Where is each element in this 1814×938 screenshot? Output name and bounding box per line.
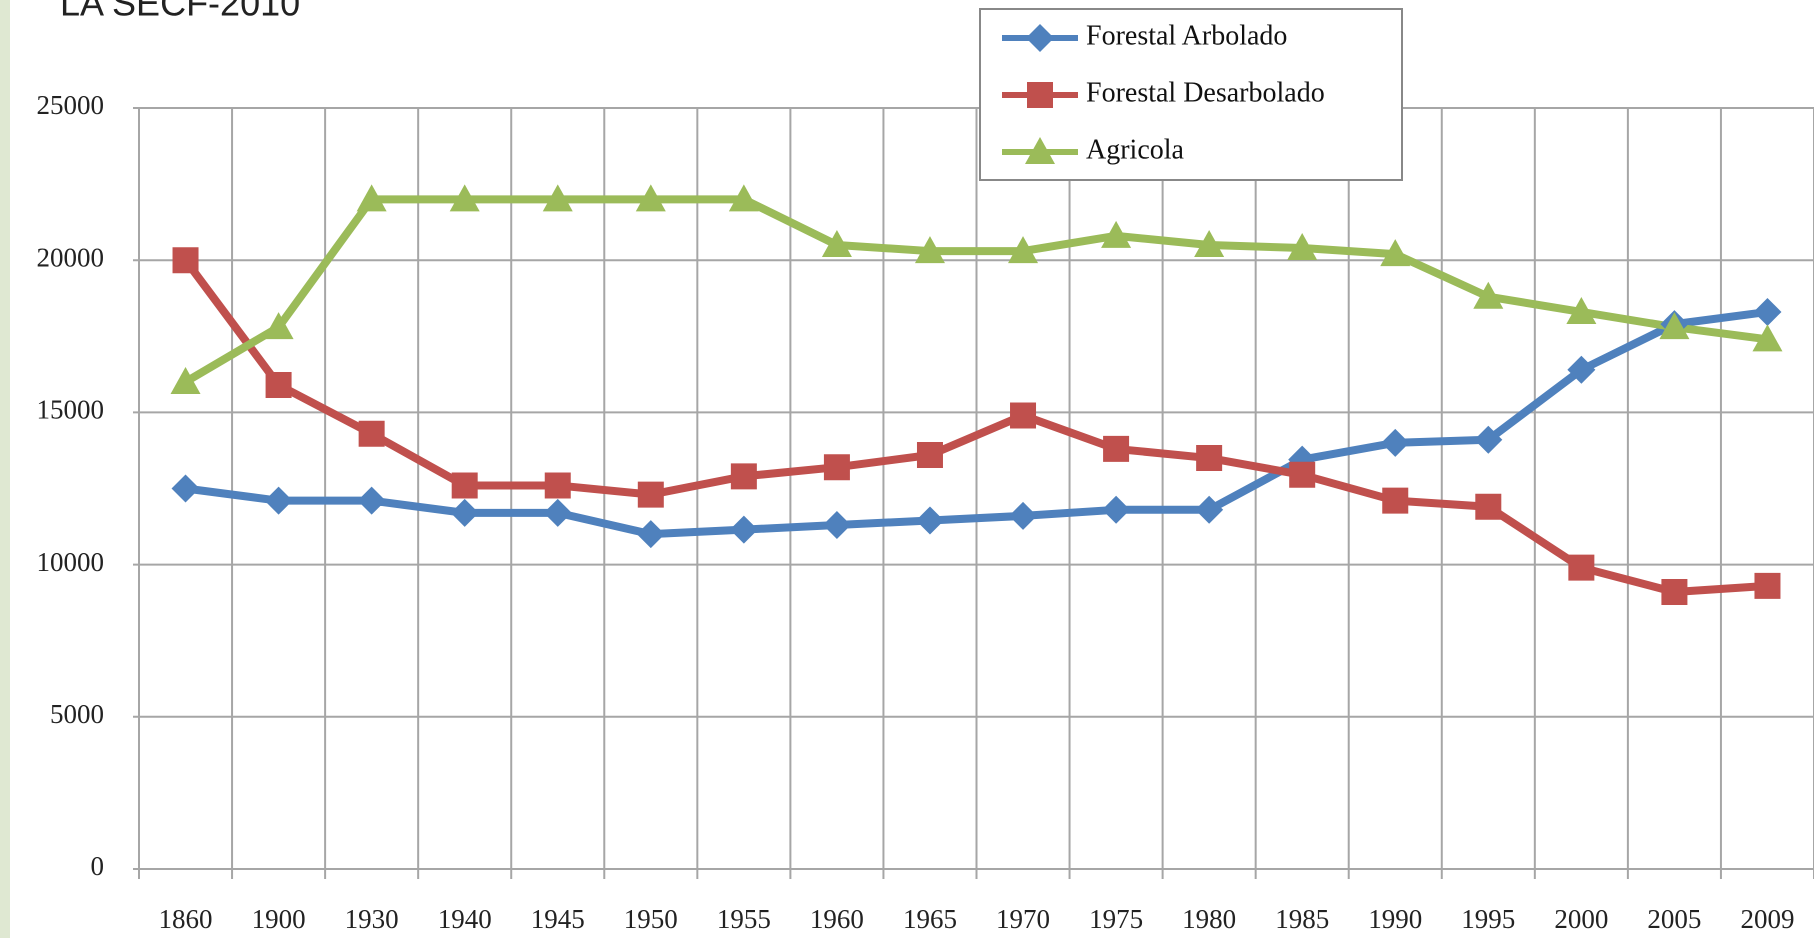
- data-point: [1194, 229, 1225, 257]
- data-point: [635, 184, 666, 212]
- data-point: [451, 472, 478, 499]
- series-line: [183, 195, 1768, 386]
- data-point: [729, 515, 758, 544]
- data-point: [728, 184, 759, 212]
- side-texture: [0, 0, 10, 938]
- data-point: [542, 184, 573, 212]
- data-point: [263, 312, 294, 340]
- y-tick-label: 20000: [37, 242, 105, 272]
- legend-label: Agricola: [1086, 134, 1185, 165]
- series-line: [182, 257, 1768, 596]
- data-point: [1195, 495, 1224, 524]
- y-tick-label: 10000: [37, 547, 105, 577]
- data-point: [357, 486, 386, 515]
- x-tick-label: 1940: [438, 904, 492, 934]
- data-point: [171, 474, 200, 503]
- x-tick-label: 1965: [903, 904, 957, 934]
- x-tick-label: 1995: [1461, 904, 1515, 934]
- data-point: [1382, 487, 1409, 514]
- data-point: [449, 184, 480, 212]
- legend-marker: [1027, 82, 1053, 108]
- data-point: [1566, 296, 1597, 324]
- data-point: [170, 366, 201, 394]
- x-tick-label: 1860: [159, 904, 213, 934]
- data-point: [1473, 281, 1504, 309]
- legend-marker: [1025, 137, 1055, 164]
- data-point: [822, 511, 851, 540]
- data-point: [264, 486, 293, 515]
- data-point: [1752, 324, 1783, 352]
- data-point: [1101, 220, 1132, 248]
- x-tick-label: 1950: [624, 904, 678, 934]
- x-tick-label: 2009: [1740, 904, 1794, 934]
- data-point: [1196, 445, 1223, 472]
- data-point: [1659, 312, 1690, 340]
- data-point: [1568, 554, 1595, 581]
- data-point: [821, 229, 852, 257]
- data-point: [543, 498, 572, 527]
- x-tick-label: 1970: [996, 904, 1050, 934]
- x-tick-label: 1980: [1182, 904, 1236, 934]
- data-point: [914, 236, 945, 264]
- x-tick-label: 1990: [1368, 904, 1422, 934]
- x-tick-label: 1975: [1089, 904, 1143, 934]
- data-point: [1287, 233, 1318, 261]
- data-point: [172, 247, 199, 274]
- data-point: [637, 481, 664, 508]
- data-point: [358, 420, 385, 447]
- x-tick-label: 1900: [252, 904, 306, 934]
- y-tick-label: 0: [91, 851, 105, 881]
- x-tick-label: 2000: [1554, 904, 1608, 934]
- data-point: [1381, 428, 1410, 457]
- data-point: [1008, 236, 1039, 264]
- data-point: [1754, 572, 1781, 599]
- x-tick-label: 1955: [717, 904, 771, 934]
- data-point: [1475, 493, 1502, 520]
- data-point: [730, 463, 757, 490]
- data-point: [1289, 461, 1316, 488]
- data-point: [1009, 501, 1038, 530]
- data-point: [915, 506, 944, 535]
- y-tick-label: 5000: [50, 699, 104, 729]
- data-point: [916, 442, 943, 469]
- x-tick-label: 1960: [810, 904, 864, 934]
- x-tick-label: 2005: [1647, 904, 1701, 934]
- chart-title: LA SECF-2010: [60, 0, 300, 24]
- data-point: [823, 454, 850, 481]
- x-tick-label: 1930: [345, 904, 399, 934]
- y-tick-label: 25000: [37, 90, 105, 120]
- data-point: [1010, 402, 1037, 429]
- x-tick-label: 1945: [531, 904, 585, 934]
- data-point: [1102, 495, 1131, 524]
- data-point: [1567, 355, 1596, 384]
- data-point: [1753, 297, 1782, 326]
- data-point: [1103, 435, 1130, 462]
- data-point: [356, 184, 387, 212]
- data-point: [450, 498, 479, 527]
- data-point: [544, 472, 571, 499]
- legend-label: Forestal Desarbolado: [1086, 77, 1325, 108]
- legend-label: Forestal Arbolado: [1086, 20, 1287, 51]
- data-point: [636, 520, 665, 549]
- data-point: [1661, 578, 1688, 605]
- series-line: [185, 307, 1768, 539]
- legend-marker: [1026, 24, 1054, 52]
- data-point: [1380, 239, 1411, 267]
- data-point: [1474, 425, 1503, 454]
- data-point: [265, 372, 292, 399]
- x-tick-label: 1985: [1275, 904, 1329, 934]
- y-tick-label: 15000: [37, 395, 105, 425]
